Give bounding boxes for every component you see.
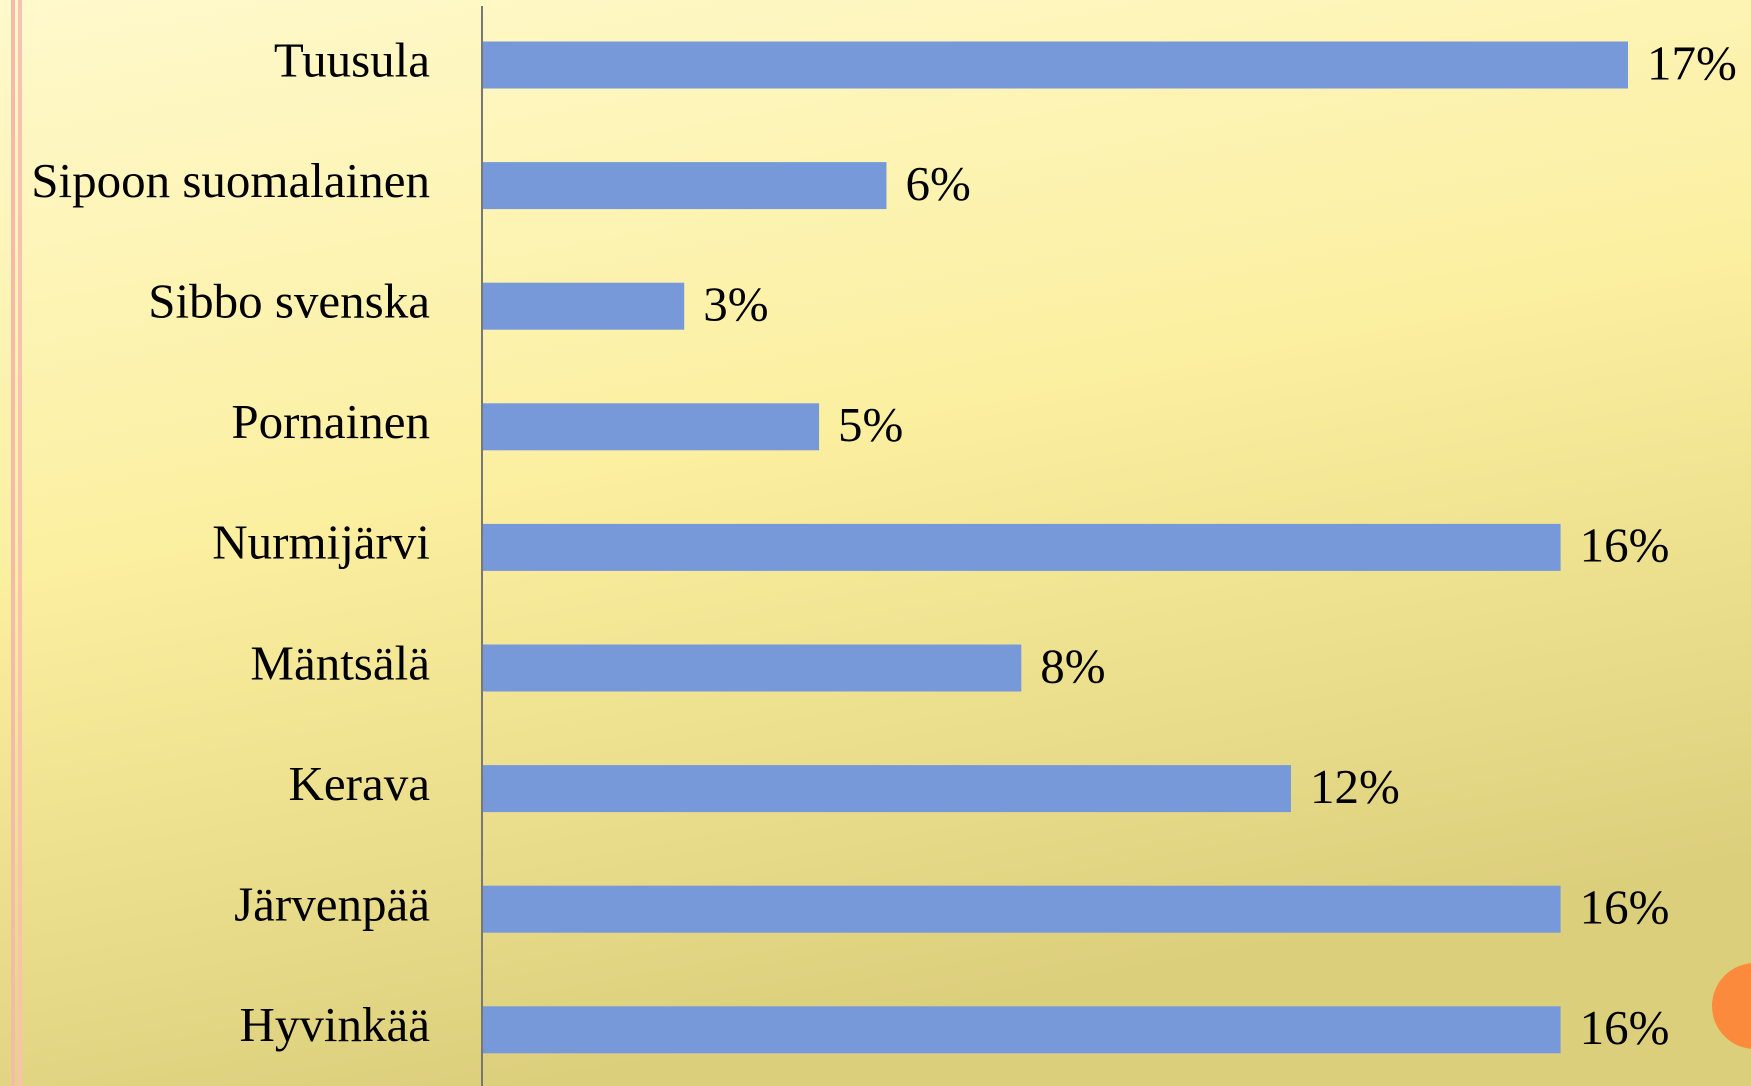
value-label: 16% <box>1580 879 1670 934</box>
stripe <box>11 0 15 1086</box>
bar <box>482 403 820 451</box>
bar <box>482 885 1561 933</box>
category-label: Kerava <box>289 756 431 811</box>
bar <box>482 644 1022 692</box>
value-label: 12% <box>1310 759 1400 814</box>
category-label: Sibbo svenska <box>148 273 430 328</box>
bar <box>482 523 1561 571</box>
value-label: 16% <box>1580 518 1670 573</box>
value-label: 5% <box>838 397 903 452</box>
bar <box>482 765 1291 813</box>
plot: Tuusula 17% Sipoon suomalainen 6% Sibbo sven… <box>31 32 1737 1055</box>
stripe <box>18 0 22 1086</box>
bar <box>482 41 1628 89</box>
category-label: Hyvinkää <box>240 997 431 1052</box>
category-label: Sipoon suomalainen <box>31 153 430 208</box>
bar <box>482 1006 1561 1054</box>
category-label: Nurmijärvi <box>212 515 430 570</box>
category-label: Tuusula <box>274 32 430 87</box>
value-label: 17% <box>1647 35 1737 90</box>
bar <box>482 282 685 330</box>
category-label: Mäntsälä <box>250 635 430 690</box>
category-label: Järvenpää <box>234 876 430 931</box>
value-label: 6% <box>905 156 970 211</box>
value-label: 3% <box>703 276 768 331</box>
value-label: 8% <box>1040 638 1105 693</box>
decor-circle <box>1712 963 1751 1049</box>
category-label: Pornainen <box>231 394 430 449</box>
value-label: 16% <box>1580 1000 1670 1055</box>
bar <box>482 162 887 210</box>
